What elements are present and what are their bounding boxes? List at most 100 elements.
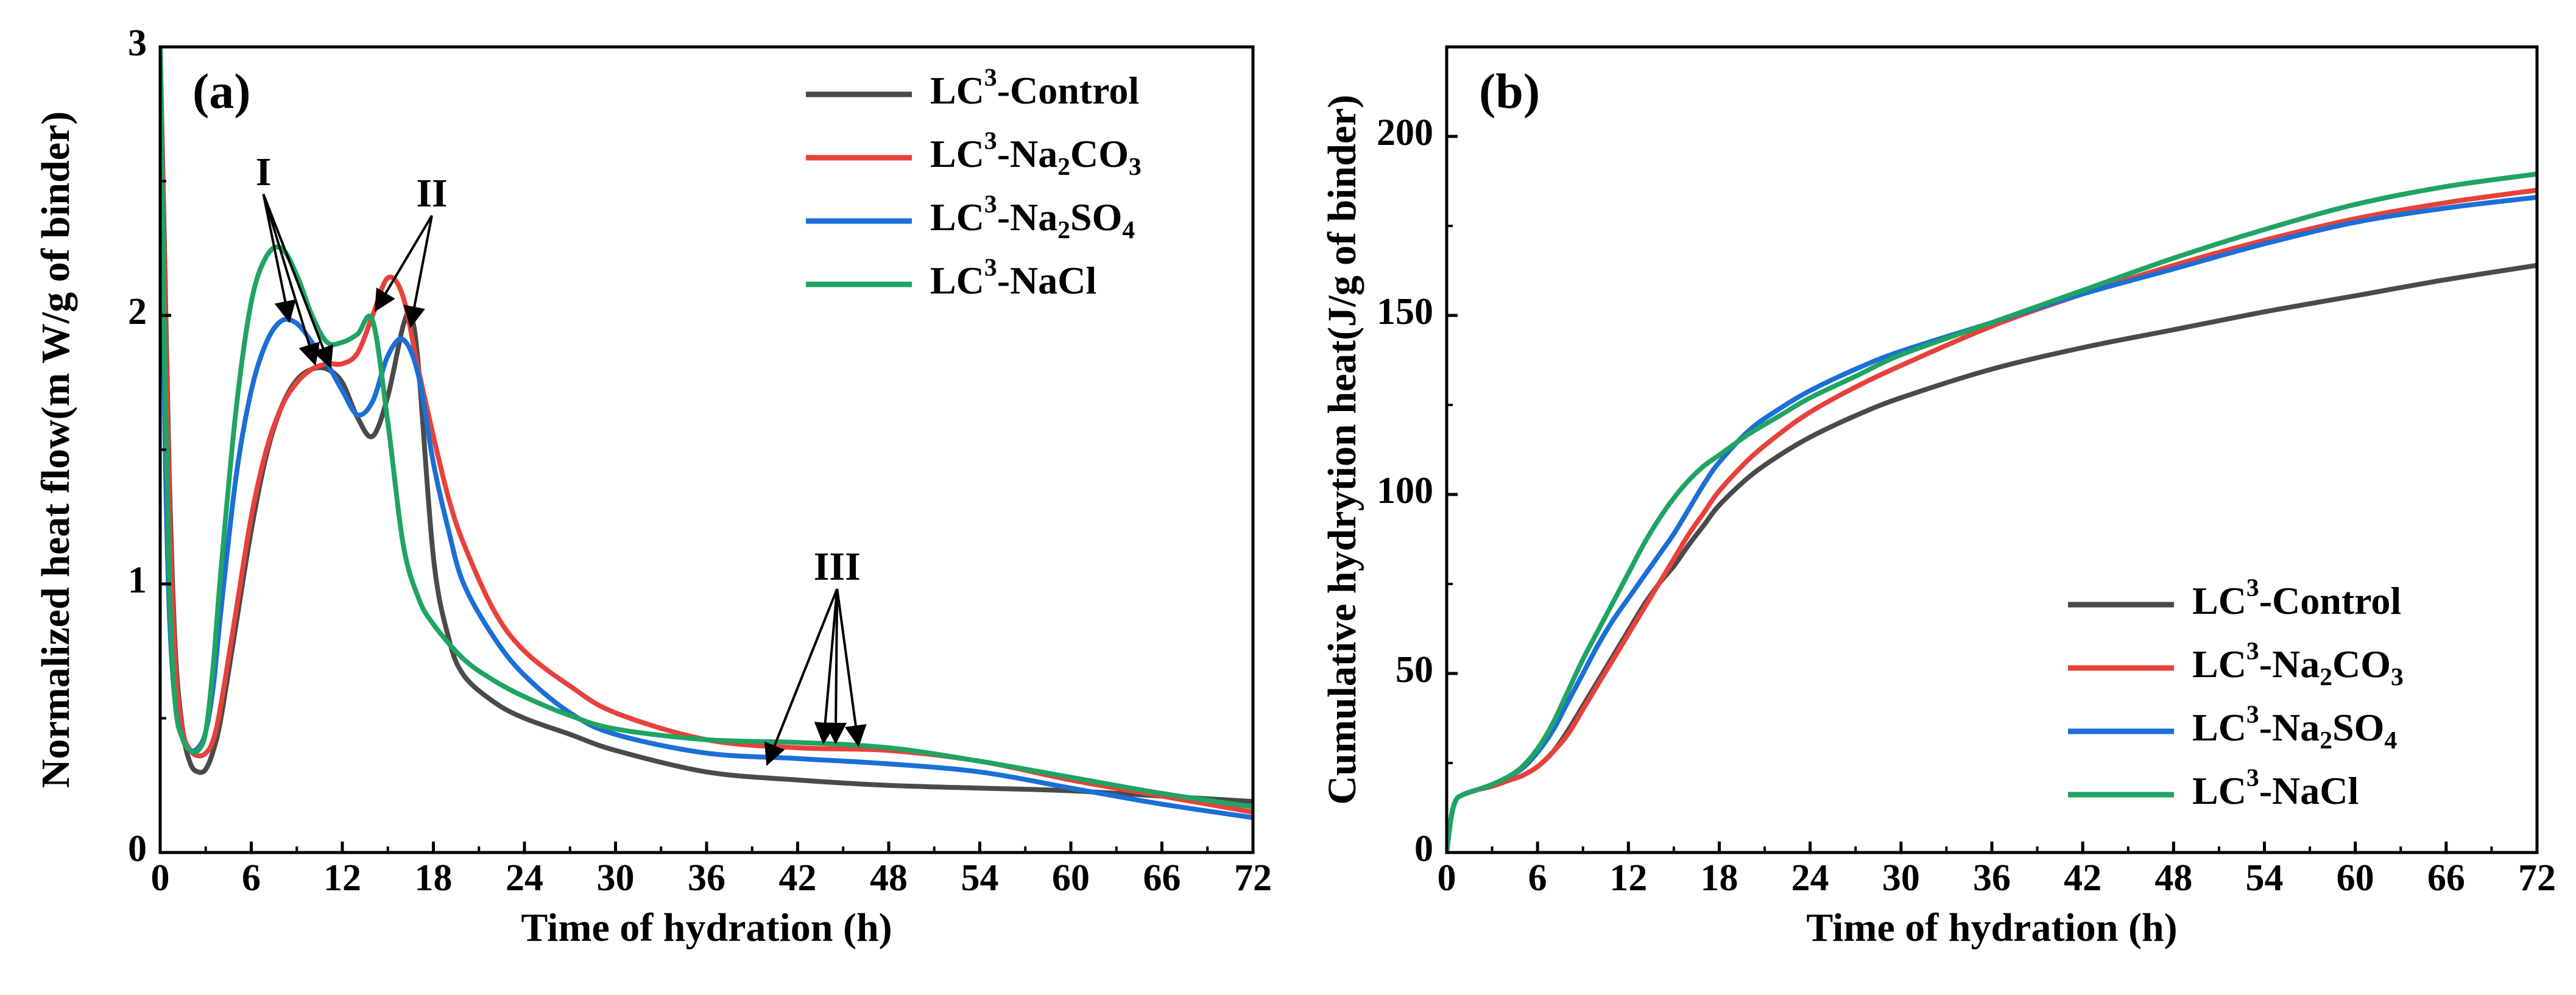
annotation-arrow	[262, 194, 296, 323]
legend-text-rest: -NaCl	[997, 259, 1097, 302]
series-line	[160, 47, 1253, 804]
legend-label: LC3-Control	[930, 63, 1139, 111]
series-line	[1447, 188, 2537, 853]
legend-label: LC3-Na2SO4	[2192, 700, 2397, 753]
x-tick-label: 36	[1973, 857, 2011, 899]
y-tick-label: 50	[1396, 649, 1433, 691]
y-tick-label: 0	[128, 828, 147, 870]
series-line	[160, 47, 1253, 809]
legend-text-rest: SO	[1070, 195, 1122, 239]
x-tick-label: 42	[779, 857, 817, 899]
legend-text-base: LC	[930, 259, 984, 302]
legend-text-sub: 3	[2391, 662, 2404, 690]
y-tick-label: 2	[128, 291, 147, 332]
legend-label: LC3-Na2SO4	[930, 189, 1135, 243]
x-tick-label: 54	[2246, 857, 2284, 899]
legend-text-rest: CO	[1070, 132, 1129, 175]
panel-label: (b)	[1479, 63, 1540, 119]
legend-text-sup: 3	[2246, 636, 2259, 664]
legend-text-sup: 3	[984, 126, 997, 154]
x-tick-label: 48	[2154, 857, 2192, 899]
y-tick-label: 3	[128, 23, 147, 64]
legend-text-rest: -NaCl	[2259, 769, 2359, 812]
annotation-arrow	[403, 215, 433, 329]
annotation-label: II	[416, 171, 447, 216]
legend-label: LC3-Na2CO3	[2192, 636, 2404, 690]
legend-text-base: LC	[2192, 642, 2246, 686]
x-tick-label: 72	[1234, 857, 1272, 899]
legend-text-sub: 2	[2320, 725, 2332, 753]
legend-text-sup: 3	[2246, 763, 2259, 791]
legend-text-sup: 3	[2246, 573, 2259, 601]
x-tick-label: 24	[1791, 857, 1829, 899]
legend-label: LC3-NaCl	[930, 253, 1096, 301]
legend-text-sup: 3	[984, 253, 997, 281]
series-group	[160, 47, 1253, 820]
x-tick-label: 12	[323, 857, 361, 899]
chart-panel-b: 0 6 12 18 24 30 36 42 48 54 60 66 72050100150200Time…	[1320, 45, 2556, 950]
legend-text-base: LC	[2192, 579, 2246, 622]
annotation-arrow	[764, 588, 839, 766]
legend-text-rest: -Na	[997, 195, 1058, 239]
legend-text-sub: 3	[1129, 152, 1142, 180]
legend-text-sup: 3	[2246, 700, 2259, 728]
legend-text-base: LC	[930, 69, 984, 112]
x-tick-label: 0	[1438, 857, 1456, 899]
y-axis-label: Cumulative hydrytion heat(J/g of binder)	[1320, 94, 1364, 804]
x-tick-label: 60	[2337, 857, 2374, 899]
x-tick-label: 30	[1882, 857, 1920, 899]
legend-text-rest: CO	[2332, 642, 2391, 686]
annotation-arrow	[374, 214, 433, 312]
x-tick-label: 66	[1143, 857, 1181, 899]
x-tick-label: 0	[151, 857, 170, 899]
legend-text-sub: 4	[2384, 725, 2397, 753]
x-tick-label: 48	[870, 857, 908, 899]
x-tick-label: 66	[2427, 857, 2465, 899]
annotation-arrow	[262, 194, 320, 366]
x-tick-label: 24	[506, 857, 543, 899]
annotation-label: I	[256, 150, 272, 194]
x-axis-label: Time of hydration (h)	[1806, 905, 2177, 950]
series-line	[1447, 171, 2537, 853]
x-tick-label: 6	[1528, 857, 1547, 899]
x-tick-label: 18	[415, 857, 453, 899]
y-tick-label: 150	[1377, 291, 1433, 332]
x-tick-label: 36	[688, 857, 725, 899]
legend-label: LC3-Na2CO3	[930, 126, 1142, 180]
y-tick-label: 0	[1414, 828, 1433, 870]
legend-text-rest: -Na	[997, 132, 1058, 175]
legend-text-base: LC	[930, 132, 984, 175]
annotation-arrow	[825, 588, 847, 745]
legend-text-sup: 3	[984, 189, 997, 217]
legend-text-sup: 3	[984, 63, 997, 91]
legend-text-sub: 4	[1122, 215, 1135, 243]
y-tick-label: 100	[1377, 470, 1433, 512]
legend-text-rest: -Control	[997, 69, 1139, 112]
panel-label: (a)	[192, 63, 251, 119]
legend-text-base: LC	[930, 195, 984, 239]
legend-label: LC3-NaCl	[2192, 763, 2359, 812]
x-tick-label: 6	[242, 857, 261, 899]
x-tick-label: 18	[1701, 857, 1738, 899]
y-axis-label: Normalized heat flow(m W/g of binder)	[34, 111, 78, 788]
annotation-arrow	[836, 588, 867, 748]
legend-text-rest: -Na	[2259, 706, 2320, 749]
x-tick-label: 30	[597, 857, 635, 899]
legend-text-sub: 2	[1057, 152, 1070, 180]
legend-text-base: LC	[2192, 769, 2246, 812]
legend-text-sub: 2	[1057, 215, 1070, 243]
x-tick-label: 12	[1609, 857, 1647, 899]
legend-text-sub: 2	[2320, 662, 2332, 690]
x-axis-label: Time of hydration (h)	[521, 905, 892, 950]
x-tick-label: 54	[961, 857, 999, 899]
legend-label: LC3-Control	[2192, 573, 2401, 622]
annotation-arrow	[814, 588, 839, 745]
series-line	[1447, 195, 2537, 853]
series-line	[1447, 262, 2537, 853]
y-tick-label: 200	[1377, 112, 1433, 153]
legend-text-rest: -Na	[2259, 642, 2320, 686]
